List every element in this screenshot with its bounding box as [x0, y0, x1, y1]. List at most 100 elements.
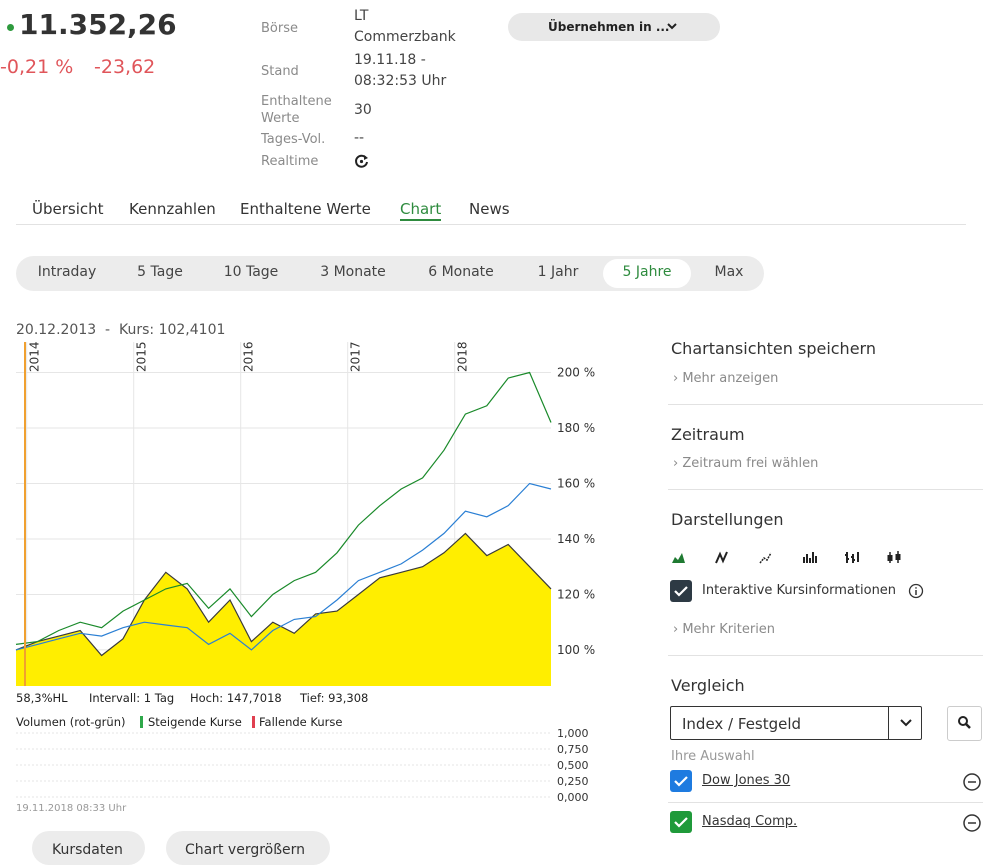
section-title: Vergleich: [671, 676, 745, 695]
take-over-button[interactable]: Übernehmen in ...: [508, 13, 720, 41]
info-icon[interactable]: [908, 583, 924, 599]
y-tick-label: 200 %: [557, 366, 595, 380]
change-pct: -0,21 %: [0, 56, 74, 78]
info-value: LT Commerzbank: [354, 8, 456, 45]
y-tick-label: 180 %: [557, 421, 595, 435]
button[interactable]: Chart vergrößern: [166, 831, 330, 865]
x-tick-label: 2014: [28, 341, 42, 372]
tab[interactable]: Übersicht: [32, 200, 104, 218]
y-tick-label: 120 %: [557, 587, 595, 601]
section-link[interactable]: › Mehr Kriterien: [673, 622, 776, 637]
y-tick-label: 0,500: [557, 759, 589, 772]
divider: [668, 802, 983, 803]
status-dot: [7, 24, 14, 31]
view-icons[interactable]: [668, 546, 908, 568]
range-option[interactable]: 6 Monate: [428, 264, 494, 280]
info-value: 30: [354, 102, 372, 118]
tab[interactable]: News: [469, 200, 510, 218]
link-text: Mehr Kriterien: [682, 622, 776, 637]
section-title: Darstellungen: [671, 510, 784, 529]
selection-label: Ihre Auswahl: [671, 749, 755, 764]
search-icon: [958, 716, 971, 729]
checkbox[interactable]: [670, 770, 692, 792]
range-option[interactable]: Max: [714, 264, 744, 280]
y-tick-label: 140 %: [557, 532, 595, 546]
timestamp: 19.11.2018 08:33 Uhr: [16, 803, 127, 814]
divider: [668, 655, 983, 656]
chevron: [667, 23, 677, 30]
button[interactable]: Kursdaten: [32, 831, 145, 865]
legend-swatch: [252, 716, 255, 728]
price: 11.352,26: [19, 8, 177, 41]
link-text: Zeitraum frei wählen: [682, 456, 819, 471]
legend-swatch: [140, 716, 143, 728]
select-value: Index / Festgeld: [682, 715, 802, 733]
button-label: Kursdaten: [52, 842, 123, 858]
chart-stat: Tief: 93,308: [300, 691, 369, 705]
chevron: [900, 719, 912, 727]
chart-stat: Intervall: 1 Tag: [89, 691, 175, 705]
search-button[interactable]: [947, 706, 982, 741]
info-label: Stand: [261, 64, 299, 79]
x-tick-label: 2017: [349, 341, 363, 372]
y-tick-label: 100 %: [557, 643, 595, 657]
y-tick-label: 0,250: [557, 775, 589, 788]
x-tick-label: 2016: [242, 341, 256, 372]
range-option[interactable]: 5 Jahre: [622, 264, 672, 280]
divider: [668, 404, 983, 405]
y-tick-label: 160 %: [557, 476, 595, 490]
button-label: Übernehmen in ...: [548, 20, 670, 34]
line: [15, 371, 552, 645]
info-label: Realtime: [261, 154, 319, 169]
compare-item[interactable]: Dow Jones 30: [702, 773, 791, 788]
section-link[interactable]: › Mehr anzeigen: [673, 371, 779, 386]
link-text: Mehr anzeigen: [682, 371, 779, 386]
volume-legend: Fallende Kurse: [259, 715, 343, 729]
y-tick-label: 1,000: [557, 727, 589, 740]
chart-stat: Hoch: 147,7018: [190, 691, 282, 705]
checkmark: [674, 586, 688, 597]
change-abs: -23,62: [94, 56, 156, 78]
info-label: Börse: [261, 21, 298, 36]
select-divider: [888, 707, 889, 739]
tab-divider: [16, 224, 966, 225]
x-tick-label: 2015: [135, 341, 149, 372]
line: [15, 482, 552, 651]
realtime-icon: [355, 154, 368, 168]
divider: [668, 489, 983, 490]
volume-legend: Volumen (rot-grün): [16, 715, 126, 729]
button-label: Chart vergrößern: [185, 842, 306, 858]
range-option[interactable]: 1 Jahr: [537, 264, 579, 280]
info-value: --: [354, 130, 365, 146]
y-tick-label: 0,750: [557, 743, 589, 756]
checkmark: [674, 776, 688, 787]
checkbox[interactable]: [670, 811, 692, 833]
chart: 100 % 120 % 140 % 160 % 180 % 200 % 2014 2015 20…: [15, 341, 595, 804]
compare-item[interactable]: Nasdaq Comp.: [702, 814, 798, 829]
range-option[interactable]: 3 Monate: [320, 264, 386, 280]
checkbox-label: Interaktive Kursinformationen: [702, 583, 897, 598]
chart-stat: 58,3%HL: [16, 691, 68, 705]
x-tick-label: 2018: [456, 341, 470, 372]
tab[interactable]: Enthaltene Werte: [240, 200, 371, 218]
range-option[interactable]: Intraday: [37, 264, 97, 280]
range-option[interactable]: 5 Tage: [137, 264, 183, 280]
section-link[interactable]: › Zeitraum frei wählen: [673, 456, 819, 471]
checkbox[interactable]: [670, 580, 692, 602]
chart-caption: 20.12.2013 - Kurs: 102,4101: [16, 322, 226, 338]
remove-icon[interactable]: [962, 772, 982, 792]
info-label: Tages-Vol.: [261, 132, 326, 147]
section-title: Chartansichten speichern: [671, 339, 876, 358]
range-option[interactable]: 10 Tage: [223, 264, 279, 280]
area: [16, 533, 551, 686]
select[interactable]: Index / Festgeld: [670, 706, 922, 740]
section-title: Zeitraum: [671, 425, 745, 444]
range-active-pill: [603, 259, 691, 288]
line: [15, 532, 552, 657]
tab[interactable]: Chart: [400, 200, 442, 221]
remove-icon[interactable]: [962, 813, 982, 833]
volume-legend: Steigende Kurse: [148, 715, 242, 729]
info-value: 19.11.18 - 08:32:53 Uhr: [354, 52, 447, 89]
tab[interactable]: Kennzahlen: [129, 200, 216, 218]
